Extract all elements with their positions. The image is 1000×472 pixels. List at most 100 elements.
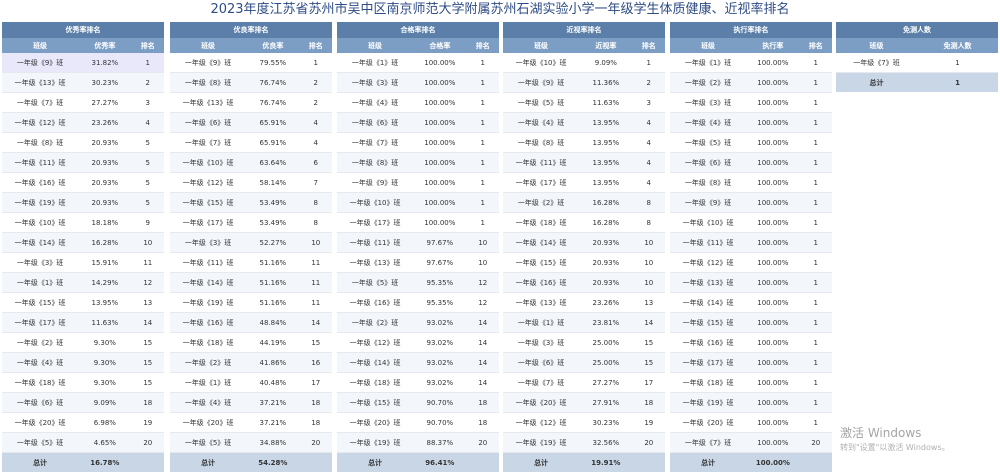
class-cell: 一年级《7》班	[670, 433, 746, 453]
class-cell: 一年级《14》班	[670, 293, 746, 313]
rank-cell: 1	[800, 273, 832, 293]
rank-cell: 1	[467, 173, 499, 193]
exempt-title: 免测人数	[836, 22, 998, 38]
class-cell: 一年级《5》班	[337, 273, 413, 293]
class-cell: 一年级《11》班	[2, 153, 78, 173]
rate-cell: 100.00%	[746, 213, 799, 233]
exempt-panel: 免测人数 班级 免测人数 一年级《7》班 1 总计 1	[836, 22, 998, 92]
class-header: 班级	[170, 38, 246, 53]
rank-cell: 15	[132, 353, 164, 373]
class-cell: 一年级《14》班	[503, 233, 579, 253]
rank-cell: 19	[633, 413, 665, 433]
rate-cell: 93.02%	[413, 333, 466, 353]
rate-header: 优良率	[246, 38, 299, 53]
class-header: 班级	[670, 38, 746, 53]
rate-cell: 100.00%	[746, 53, 799, 73]
rate-cell: 100.00%	[413, 173, 466, 193]
rank-cell: 1	[800, 93, 832, 113]
rank-cell: 8	[300, 193, 332, 213]
class-cell: 一年级《4》班	[503, 113, 579, 133]
rank-cell: 4	[633, 133, 665, 153]
rate-cell: 37.21%	[246, 393, 299, 413]
rank-cell: 11	[300, 273, 332, 293]
rate-cell: 100.00%	[746, 373, 799, 393]
rate-cell: 20.93%	[78, 193, 131, 213]
rank-cell: 19	[132, 413, 164, 433]
rate-cell: 31.82%	[78, 53, 131, 73]
class-cell: 一年级《2》班	[337, 313, 413, 333]
class-cell: 一年级《6》班	[503, 353, 579, 373]
rate-cell: 76.74%	[246, 73, 299, 93]
class-cell: 一年级《5》班	[170, 433, 246, 453]
class-cell: 一年级《18》班	[503, 213, 579, 233]
class-cell: 一年级《6》班	[670, 153, 746, 173]
rank-cell: 1	[800, 253, 832, 273]
rank-cell: 1	[467, 153, 499, 173]
class-cell: 一年级《18》班	[170, 333, 246, 353]
rate-cell: 16.28%	[579, 193, 632, 213]
exempt-count-header: 免测人数	[917, 38, 998, 53]
class-cell: 一年级《20》班	[2, 413, 78, 433]
class-cell: 一年级《20》班	[503, 393, 579, 413]
rate-cell: 65.91%	[246, 113, 299, 133]
class-cell: 一年级《13》班	[503, 293, 579, 313]
rate-cell: 27.27%	[579, 373, 632, 393]
rank-cell: 20	[633, 433, 665, 453]
rate-cell: 100.00%	[746, 413, 799, 433]
rank-header: 排名	[132, 38, 164, 53]
rate-cell: 97.67%	[413, 233, 466, 253]
rate-cell: 13.95%	[579, 153, 632, 173]
class-header: 班级	[337, 38, 413, 53]
rank-cell: 10	[633, 273, 665, 293]
rank-cell: 14	[633, 313, 665, 333]
rate-cell: 100.00%	[746, 153, 799, 173]
class-cell: 一年级《15》班	[337, 393, 413, 413]
class-cell: 一年级《16》班	[337, 293, 413, 313]
rate-cell: 15.91%	[78, 253, 131, 273]
rate-cell: 23.81%	[579, 313, 632, 333]
rank-cell: 1	[467, 93, 499, 113]
rate-cell: 51.16%	[246, 253, 299, 273]
class-cell: 一年级《7》班	[337, 133, 413, 153]
panel-title: 合格率排名	[337, 22, 499, 38]
rate-cell: 100.00%	[746, 253, 799, 273]
rank-cell: 9	[132, 213, 164, 233]
rank-cell: 1	[800, 153, 832, 173]
class-cell: 一年级《7》班	[2, 93, 78, 113]
rank-cell: 2	[300, 93, 332, 113]
total-value: 54.28%	[246, 453, 299, 472]
class-cell: 一年级《1》班	[170, 373, 246, 393]
class-cell: 一年级《15》班	[503, 253, 579, 273]
